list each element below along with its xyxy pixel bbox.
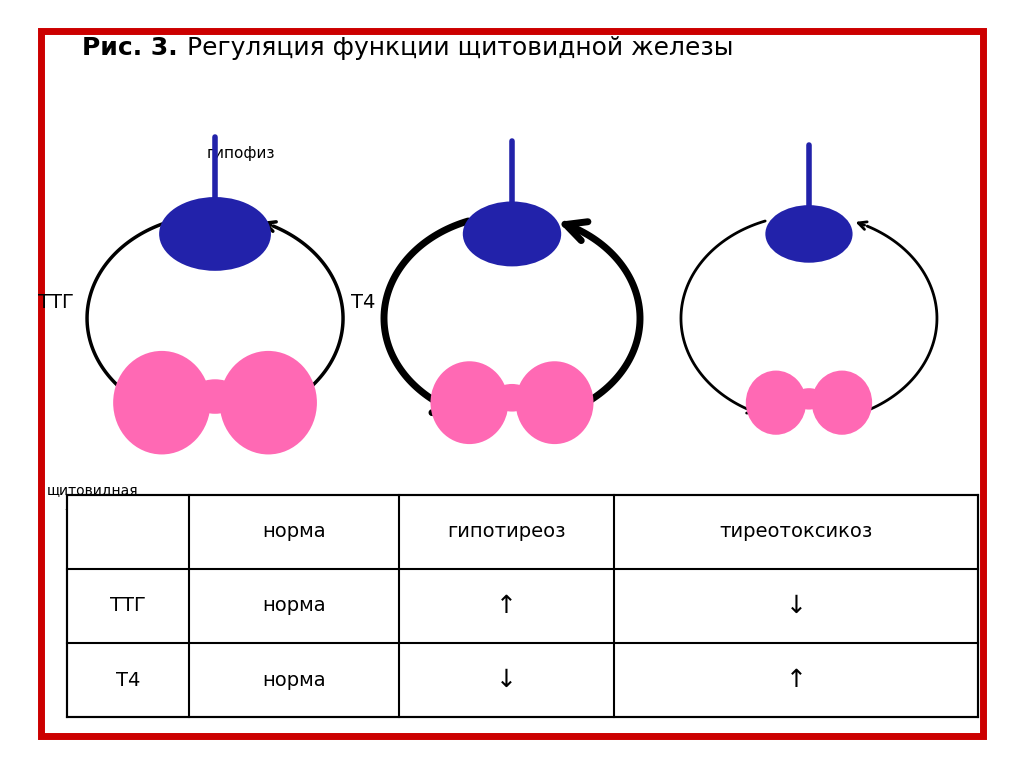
Text: гипотиреоз: гипотиреоз: [447, 522, 566, 542]
Ellipse shape: [794, 388, 825, 410]
Text: гипофиз: гипофиз: [207, 146, 274, 161]
Text: щитовидная
железа: щитовидная железа: [46, 483, 138, 513]
Text: ↓: ↓: [785, 594, 807, 618]
Ellipse shape: [189, 380, 241, 414]
Text: ТТГ: ТТГ: [38, 294, 75, 312]
Text: Рис. 3.: Рис. 3.: [82, 35, 177, 60]
Ellipse shape: [745, 370, 806, 435]
FancyBboxPatch shape: [41, 31, 983, 736]
Text: норма: норма: [262, 522, 327, 542]
Text: норма: норма: [262, 670, 327, 690]
Ellipse shape: [516, 361, 594, 444]
Ellipse shape: [765, 205, 853, 263]
Text: Т4: Т4: [116, 670, 140, 690]
Text: ТТГ: ТТГ: [110, 597, 146, 615]
Text: Т4: Т4: [351, 294, 376, 312]
Text: Регуляция функции щитовидной железы: Регуляция функции щитовидной железы: [179, 35, 734, 60]
Text: ↓: ↓: [497, 668, 517, 692]
Ellipse shape: [159, 197, 271, 271]
Ellipse shape: [492, 384, 532, 412]
Ellipse shape: [463, 202, 561, 266]
Ellipse shape: [430, 361, 508, 444]
Ellipse shape: [113, 351, 211, 454]
Text: тиреотоксикоз: тиреотоксикоз: [720, 522, 872, 542]
Text: ↑: ↑: [497, 594, 517, 618]
Ellipse shape: [812, 370, 872, 435]
Ellipse shape: [220, 351, 317, 454]
Text: норма: норма: [262, 597, 327, 615]
Text: ↑: ↑: [785, 668, 807, 692]
Bar: [67, 495, 978, 717]
